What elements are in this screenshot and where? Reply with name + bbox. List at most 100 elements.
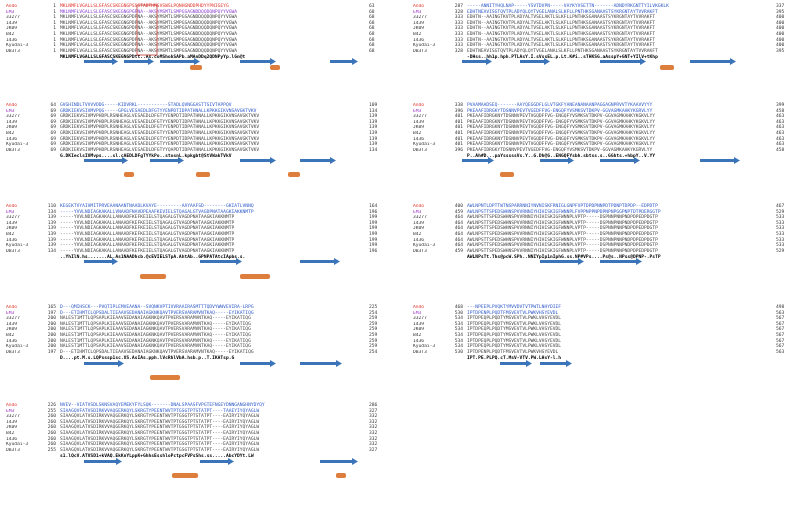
sequence-start: 401 [454, 125, 463, 131]
sequence-name: EM3 [6, 310, 15, 316]
alignment-block-8: Ando 400 AWLNPNTLDPTTWTNSPARRNNIYNVNISKFRN… [413, 204, 798, 289]
sequence-end: 400 [776, 37, 785, 43]
sequence-start: 464 [454, 232, 463, 237]
sequence-start: 139 [47, 232, 56, 237]
sequence-end: 567 [776, 344, 785, 350]
sequence-residues: GRDKIEKVSIVMVPHDPLRSNHEAGLVESAEDLDFGTYYE… [60, 131, 260, 136]
strand-arrow [160, 58, 200, 65]
strand-arrow [84, 360, 124, 367]
sequence-name: 1439 [6, 20, 18, 26]
sequence-start: 260 [47, 436, 56, 442]
strand-arrow [690, 58, 736, 65]
helix-bar [124, 172, 134, 177]
sequence-start: 139 [47, 215, 56, 221]
sequence-start: 333 [454, 37, 463, 43]
sequence-name: DB3T3 [6, 248, 20, 254]
sequence-start: 226 [47, 403, 56, 408]
sequence-name: 1436 [6, 237, 18, 243]
sequence-start: 287 [454, 4, 463, 9]
consensus-sequence: P..Ah#D...paYsssssVs.Y..G.Dh@G..ENGQFYsb… [467, 154, 656, 159]
sequence-name: 33277 [413, 114, 427, 120]
sequence-end: 68 [369, 20, 375, 26]
sequence-name: DB3T3 [6, 447, 20, 453]
sequence-start: 1 [53, 37, 56, 43]
sequence-residues: IPTDPEQPLPQDTYMSVEVTVLPWKLVHSYEVDL [467, 327, 562, 333]
sequence-name: Kyudai-3 [413, 243, 436, 249]
strand-arrow [540, 258, 584, 265]
alignment-block-9: Ando 468 ---NPEEPLPVQKTYMVVDVTVTPWTLNHYDIE… [413, 305, 798, 390]
sequence-start: 200 [47, 338, 56, 344]
sequence-start: 468 [454, 305, 463, 310]
strand-arrow [240, 58, 276, 65]
sequence-name: Ando [413, 204, 425, 209]
sequence-start: 200 [47, 321, 56, 327]
sequence-end: 327 [369, 447, 378, 453]
strand-arrow [240, 360, 276, 367]
sequence-end: 199 [369, 232, 378, 237]
sequence-residues: NALEST1MTTLQPSAPLKIEAAVSEDANAIAGKNKQAVTP… [60, 338, 251, 344]
helix-bar [500, 172, 514, 177]
sequence-end: 139 [369, 142, 378, 148]
sequence-start: 400 [454, 204, 463, 209]
strand-arrow [330, 58, 358, 65]
sequence-end: 463 [776, 142, 785, 148]
sequence-end: 567 [776, 327, 785, 333]
sequence-start: 401 [454, 142, 463, 148]
sequence-start: 401 [454, 136, 463, 142]
strand-arrow [84, 157, 128, 164]
sequence-end: 332 [369, 442, 378, 448]
sequence-name: B42 [413, 232, 422, 237]
sequence-name: 1436 [6, 436, 18, 442]
sequence-end: 533 [776, 215, 785, 221]
sequence-name: 1439 [6, 220, 18, 226]
sequence-residues: AWLNPSTTSPEDSWHNSPVVRNNIYHIHISKIGFWNNPLF… [467, 209, 661, 215]
sequence-start: 464 [454, 215, 463, 221]
sequence-name: Kyudai-3 [6, 142, 29, 148]
sequence-residues: MKLNMFLVGALLSLGFASCSKEGNGPDPNA--AKSYMSMT… [60, 32, 238, 37]
sequence-residues: AWLNPSTTSPEDSWHNSPVVRNNIYHIHISKIGFWNNPLV… [467, 220, 658, 226]
sequence-start: 139 [47, 220, 56, 226]
sequence-residues: AWLNPSTTSPEDSWHNSPVVRNNIYHIHISKIGFWNNPLV… [467, 215, 658, 221]
sequence-name: 33277 [6, 15, 20, 21]
sequence-name: EM3 [413, 209, 422, 215]
sequence-name: B42 [413, 32, 422, 37]
sequence-residues: -----YVVLNDIAGKAKALLANAADFKEFKEIELSTQAGA… [60, 220, 235, 226]
sequence-start: 338 [454, 103, 463, 108]
sequence-name: B42 [6, 431, 15, 436]
sequence-end: 463 [776, 131, 785, 136]
sequence-end: 458 [776, 108, 785, 114]
sequence-residues: NALEST1MTTLQPSAPLKIEAAVSEDANAIAGKNKQAVTP… [60, 327, 251, 333]
alignment-block-3: Ando 110 KEGEKTVYAIVMITPRVEAANAANTNAADLKVA… [6, 204, 391, 289]
strand-arrow [300, 258, 340, 265]
sequence-name: DB3T3 [6, 147, 20, 153]
sequence-name: JK09 [6, 425, 18, 431]
sequence-start: 197 [47, 349, 56, 355]
sequence-name: Ando [6, 204, 18, 209]
sequence-name: JK09 [6, 26, 18, 32]
strand-arrow [150, 157, 184, 164]
sequence-residues: EDHTN--AAINGTKVTPLADYALTVSELAKTLSLKFLLPN… [467, 20, 656, 26]
sequence-end: 567 [776, 321, 785, 327]
sequence-residues: IPTDPENPLPQDTFMSVEVTVLPWKVHSYEVDL [467, 349, 559, 355]
sequence-residues: GRDKIEKVSIVMVPHDPLRSNHEAGLVESAEDLDFGTYYE… [60, 142, 260, 148]
sequence-start: 260 [47, 425, 56, 431]
sequence-start: 464 [454, 237, 463, 243]
sequence-name: 33277 [6, 414, 20, 420]
sequence-end: 332 [369, 431, 378, 436]
sequence-end: 259 [369, 321, 378, 327]
sequence-residues: IPTDPEQPLPQDTYMSVEVTVLPWKLVHSYEVDL [467, 321, 562, 327]
sequence-start: 255 [47, 408, 56, 414]
sequence-residues: EDHTN--AAINGTKVTPLADYALTVSELAKTLSLKFLLPN… [467, 15, 656, 21]
sequence-name: B42 [6, 232, 15, 237]
alignment-block-7: Ando 338 PVAAMAADSEQ-------AAYQEGGDFLGLVTG… [413, 103, 798, 188]
strand-arrow [320, 458, 358, 465]
sequence-end: 134 [369, 147, 378, 153]
helix-bar [190, 65, 202, 70]
sequence-end: 286 [369, 403, 378, 408]
sequence-residues: MKLNMFLVGALLSLGFASCSKEGNGPDPNA--AKSYMSMT… [60, 20, 238, 26]
strand-arrow [462, 58, 492, 65]
sequence-name: JK09 [413, 327, 425, 333]
strand-arrow [540, 360, 572, 367]
sequence-residues: MKLNMFLVGALLSLGFASCSKEGNGPDPNA--AKSYMSMT… [60, 48, 238, 54]
